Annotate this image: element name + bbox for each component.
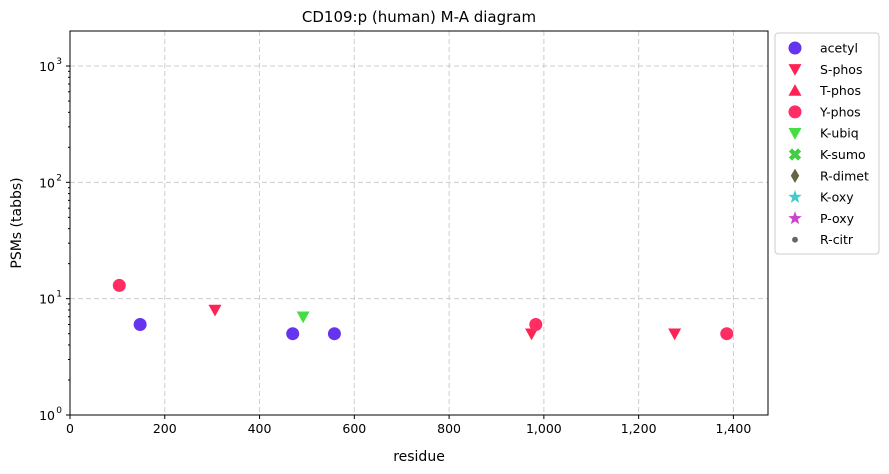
legend-item-r-citr: R-citr — [792, 232, 854, 247]
legend-label: R-citr — [820, 232, 854, 247]
legend-marker — [788, 64, 802, 76]
legend-marker — [788, 189, 802, 203]
legend-item-p-oxy: P-oxy — [788, 211, 855, 226]
legend-item-k-sumo: K-sumo — [788, 147, 866, 162]
data-points — [112, 278, 734, 341]
legend-item-acetyl: acetyl — [788, 41, 858, 56]
legend-item-s-phos: S-phos — [788, 62, 862, 77]
legend-marker — [788, 128, 802, 140]
x-axis: 0 200 400 600 800 1,000 1,200 1,400 — [66, 415, 751, 436]
grid — [70, 31, 768, 415]
x-tick-label: 0 — [66, 421, 74, 436]
y-tick-exponent: 0 — [56, 406, 62, 416]
plot-frame — [69, 30, 769, 416]
legend-label: T-phos — [819, 83, 861, 98]
legend-marker-stroke — [788, 148, 802, 161]
point-s-phos — [668, 328, 682, 341]
x-tick-label: 1,200 — [621, 421, 657, 436]
legend-label: P-oxy — [820, 211, 855, 226]
legend-box — [774, 32, 880, 255]
x-tick-label: 1,000 — [526, 421, 562, 436]
point-acetyl — [327, 327, 341, 341]
point-s-phos — [525, 328, 539, 341]
point-acetyl — [133, 317, 147, 331]
y-axis-title: PSMs (tabbs) — [9, 177, 25, 268]
y-tick-exponent: 2 — [56, 173, 62, 183]
legend-item-t-phos: T-phos — [788, 83, 861, 98]
legend-label: acetyl — [820, 41, 858, 56]
legend-label: R-dimet — [820, 168, 869, 183]
legend-marker — [788, 105, 802, 119]
legend-item-y-phos: Y-phos — [788, 104, 861, 119]
point-s-phos — [208, 304, 222, 317]
legend-item-k-oxy: K-oxy — [788, 190, 854, 205]
y-tick-label: 10 — [39, 175, 55, 190]
y-tick-label: 10 — [39, 408, 55, 423]
legend-marker — [788, 148, 802, 161]
legend-marker — [792, 236, 798, 243]
point-y-phos — [112, 278, 126, 292]
x-tick-label: 600 — [342, 421, 366, 436]
x-tick-label: 200 — [153, 421, 177, 436]
legend-marker — [790, 168, 800, 183]
x-axis-title: residue — [393, 449, 445, 465]
legend-item-k-ubiq: K-ubiq — [788, 126, 859, 141]
point-k-ubiq — [296, 311, 310, 324]
y-tick-label: 10 — [39, 292, 55, 307]
x-tick-label: 1,400 — [716, 421, 752, 436]
x-tick-label: 800 — [437, 421, 461, 436]
legend-marker — [788, 41, 802, 55]
chart-title: CD109:p (human) M-A diagram — [302, 8, 536, 26]
y-tick-label: 10 — [39, 59, 55, 74]
legend-marker — [788, 211, 802, 225]
legend-label: K-sumo — [820, 147, 866, 162]
y-tick-exponent: 3 — [56, 57, 62, 67]
legend-label: K-ubiq — [820, 126, 859, 141]
legend-label: S-phos — [820, 62, 862, 77]
x-tick-label: 400 — [248, 421, 272, 436]
legend-label: Y-phos — [819, 104, 861, 119]
point-acetyl — [286, 327, 300, 341]
legend-item-r-dimet: R-dimet — [790, 168, 869, 183]
legend: acetyl S-phos T-phos Y-phos K-ubiq K-sumo R-di… — [774, 32, 880, 255]
y-tick-exponent: 1 — [56, 290, 62, 300]
legend-label: K-oxy — [820, 190, 854, 205]
point-y-phos — [529, 317, 543, 331]
legend-marker — [788, 84, 802, 96]
point-y-phos — [720, 327, 734, 341]
